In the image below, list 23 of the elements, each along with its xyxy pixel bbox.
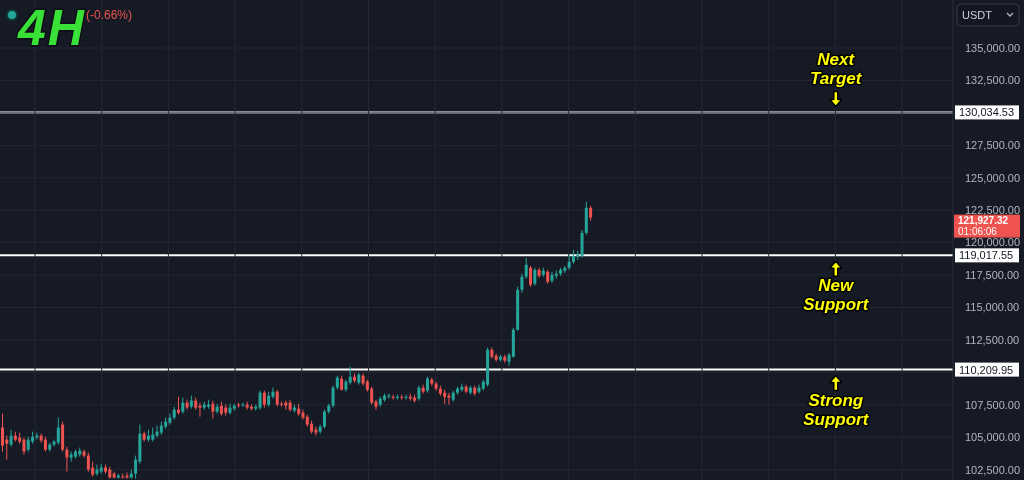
y-tick-label: 132,500.00 bbox=[965, 74, 1021, 87]
annotation: Next Target bbox=[810, 50, 863, 89]
y-tick-label: 122,500.00 bbox=[965, 204, 1021, 217]
y-tick-label: 107,500.00 bbox=[965, 398, 1021, 411]
y-tick-label: 120,000.00 bbox=[965, 236, 1021, 249]
y-tick-label: 127,500.00 bbox=[965, 139, 1021, 152]
y-tick-label: 115,000.00 bbox=[965, 301, 1020, 314]
text: 01:06:06 bbox=[958, 225, 998, 237]
ref-line-label: 110,209.95 bbox=[959, 363, 1014, 376]
y-tick-label: 135,000.00 bbox=[965, 41, 1021, 54]
text: 121,927.32 bbox=[958, 215, 1009, 227]
ref-line-label: 119,017.55 bbox=[959, 249, 1014, 262]
y-tick-label: 105,000.00 bbox=[965, 431, 1021, 444]
y-tick-label: 102,500.00 bbox=[965, 463, 1021, 476]
y-tick-label: 117,500.00 bbox=[965, 268, 1020, 281]
annotation: Strong Support bbox=[803, 390, 870, 429]
annotation: New Support bbox=[803, 276, 870, 315]
y-tick-label: 112,500.00 bbox=[965, 333, 1020, 346]
text: (-0.66%) bbox=[86, 8, 133, 22]
y-axis-title: USDT bbox=[962, 9, 993, 21]
ref-line-label: 130,034.53 bbox=[959, 106, 1015, 119]
chart-title: 4H bbox=[17, 0, 86, 56]
y-tick-label: 125,000.00 bbox=[965, 171, 1021, 184]
